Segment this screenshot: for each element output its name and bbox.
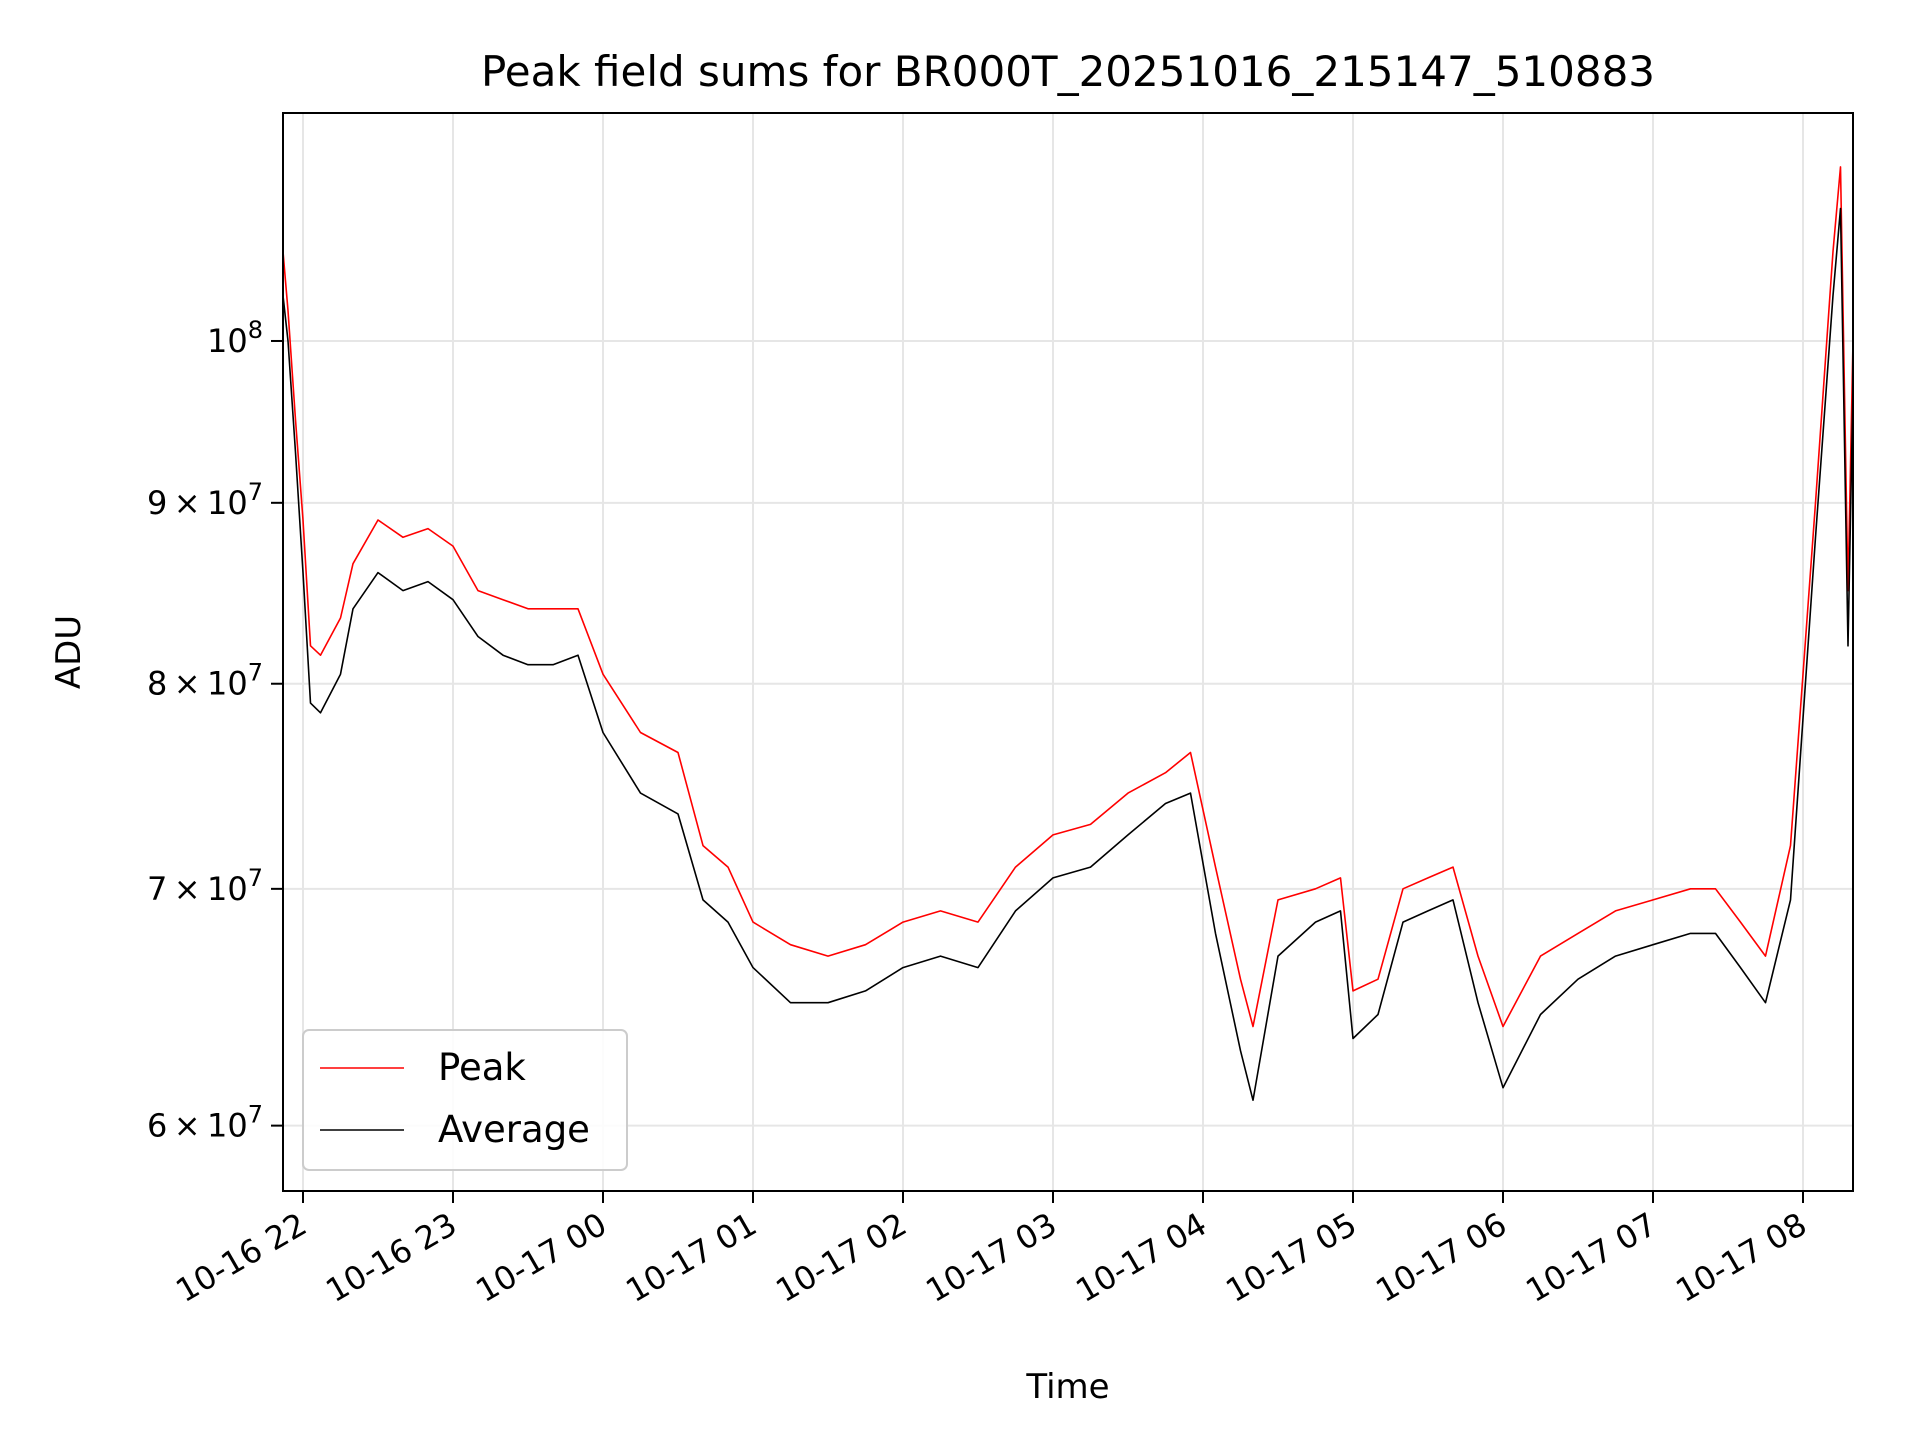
x-axis-label: Time [1025,1367,1109,1407]
series-line-average [282,207,1854,1101]
y-axis-label: ADU [49,615,89,689]
series-line-peak [282,166,1854,1028]
plot-frame [282,112,1854,1192]
y-tick-label: 6 × 107 [147,1101,263,1145]
legend-label-peak: Peak [438,1046,526,1089]
y-tick-label: 7 × 107 [147,864,263,908]
y-tick-label: 9 × 107 [147,478,263,522]
y-tick-label: 108 [207,316,263,360]
plot-area [282,166,1854,1101]
chart-title: Peak field sums for BR000T_20251016_2151… [481,47,1655,96]
legend: Peak Average [302,1029,628,1171]
y-tick-label: 8 × 107 [147,659,263,703]
y-axis: 6 × 107 7 × 107 8 × 107 9 × 107 108 [147,316,283,1145]
grid [283,113,1853,1191]
legend-box [302,1029,628,1171]
legend-label-average: Average [438,1108,590,1151]
